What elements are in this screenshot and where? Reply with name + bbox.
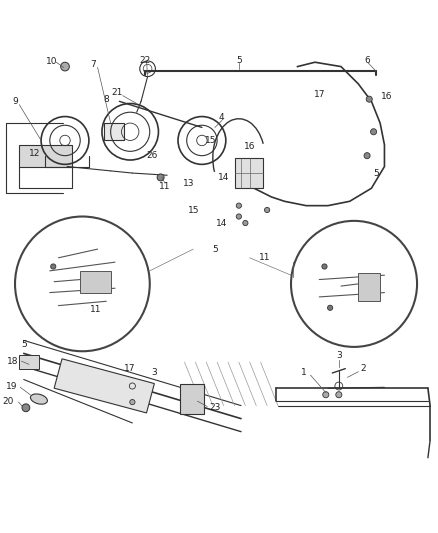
Text: 4: 4 bbox=[219, 113, 224, 122]
Circle shape bbox=[236, 214, 241, 219]
Bar bbox=[80, 271, 111, 293]
Circle shape bbox=[265, 207, 270, 213]
Circle shape bbox=[336, 392, 342, 398]
Bar bbox=[19, 355, 39, 369]
Text: 3: 3 bbox=[336, 351, 342, 360]
Text: 6: 6 bbox=[364, 55, 370, 64]
Text: 8: 8 bbox=[103, 95, 109, 104]
Text: 1: 1 bbox=[301, 368, 307, 377]
Text: 5: 5 bbox=[236, 55, 242, 64]
Circle shape bbox=[328, 305, 333, 310]
Text: 16: 16 bbox=[244, 142, 255, 151]
Text: 15: 15 bbox=[205, 136, 216, 145]
Text: 11: 11 bbox=[159, 182, 171, 191]
Circle shape bbox=[51, 264, 56, 269]
Text: 19: 19 bbox=[6, 382, 17, 391]
Text: 26: 26 bbox=[146, 151, 158, 160]
Text: 18: 18 bbox=[7, 357, 18, 366]
Text: 12: 12 bbox=[29, 149, 40, 158]
Text: 21: 21 bbox=[112, 88, 123, 97]
Text: 9: 9 bbox=[12, 97, 18, 106]
Text: 14: 14 bbox=[216, 220, 227, 229]
Circle shape bbox=[323, 392, 329, 398]
Text: 3: 3 bbox=[151, 368, 157, 377]
Text: 5: 5 bbox=[21, 340, 27, 349]
Bar bbox=[19, 145, 71, 166]
Bar bbox=[104, 123, 124, 141]
Text: 2: 2 bbox=[360, 364, 366, 373]
Circle shape bbox=[366, 96, 372, 102]
Text: 7: 7 bbox=[90, 60, 96, 69]
Text: 5: 5 bbox=[373, 168, 378, 177]
Bar bbox=[54, 359, 154, 413]
Text: 11: 11 bbox=[259, 253, 271, 262]
Text: 5: 5 bbox=[212, 245, 218, 254]
Text: 22: 22 bbox=[140, 55, 151, 64]
Circle shape bbox=[60, 62, 69, 71]
Text: 23: 23 bbox=[209, 403, 221, 412]
Bar bbox=[358, 273, 380, 301]
Circle shape bbox=[322, 264, 327, 269]
Ellipse shape bbox=[30, 394, 47, 404]
Text: 15: 15 bbox=[187, 206, 199, 215]
Text: 10: 10 bbox=[46, 57, 58, 66]
Circle shape bbox=[371, 129, 377, 135]
Circle shape bbox=[243, 221, 248, 225]
Text: 11: 11 bbox=[90, 305, 101, 314]
Circle shape bbox=[236, 203, 241, 208]
Text: 17: 17 bbox=[314, 90, 325, 99]
Circle shape bbox=[130, 400, 135, 405]
Circle shape bbox=[22, 404, 30, 411]
Text: 20: 20 bbox=[3, 397, 14, 406]
Text: 13: 13 bbox=[183, 180, 194, 189]
Circle shape bbox=[364, 152, 370, 159]
Bar bbox=[180, 384, 204, 414]
Bar bbox=[234, 158, 263, 188]
Text: 16: 16 bbox=[381, 93, 392, 101]
Text: 17: 17 bbox=[124, 364, 136, 373]
Circle shape bbox=[157, 174, 164, 181]
Text: 14: 14 bbox=[218, 173, 230, 182]
